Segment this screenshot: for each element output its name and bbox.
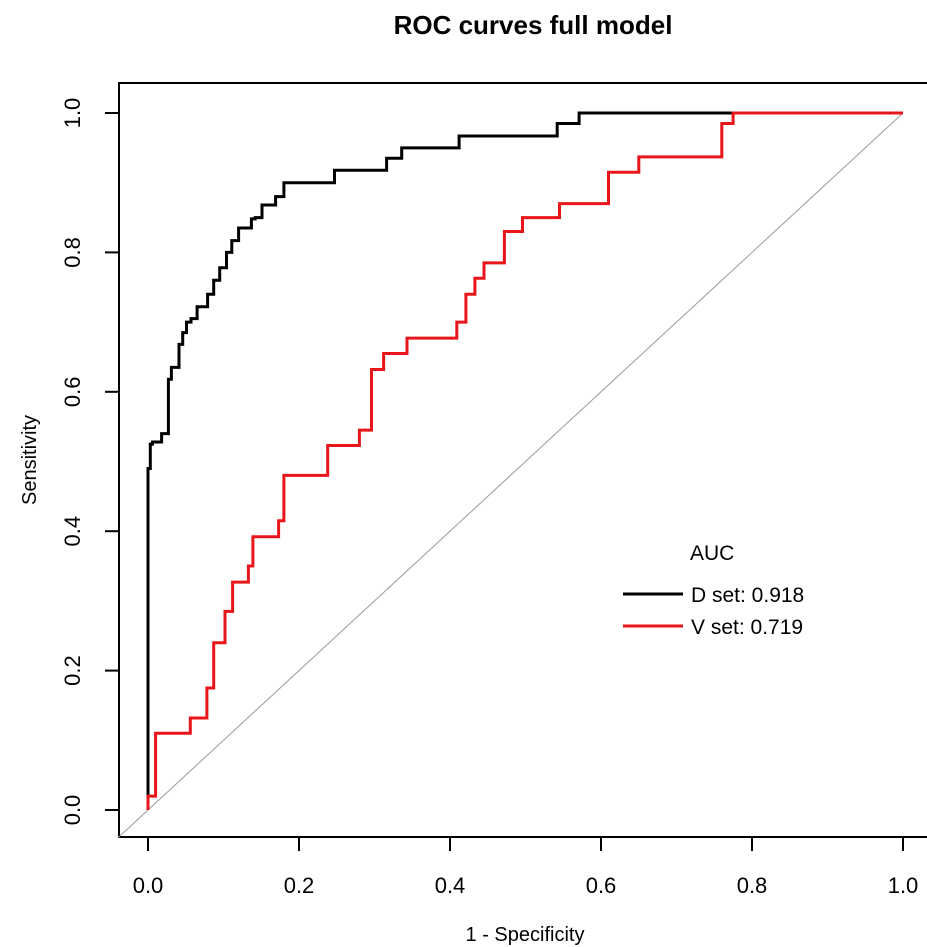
y-axis: 0.0 0.2 0.4 0.6 0.8 1.0 <box>60 98 120 826</box>
y-tick-label: 0.2 <box>60 655 85 686</box>
y-tick-label: 0.8 <box>60 237 85 268</box>
x-tick-label: 0.8 <box>737 873 768 898</box>
x-tick-label: 0.4 <box>435 873 466 898</box>
x-tick-label: 0.2 <box>284 873 315 898</box>
x-tick-label: 0.6 <box>586 873 617 898</box>
series-layer <box>146 111 903 810</box>
legend: AUC D set: 0.918 V set: 0.719 <box>623 542 804 639</box>
legend-title: AUC <box>690 542 734 565</box>
x-tick-label: 0.0 <box>133 873 164 898</box>
y-axis-label: Sensitivity <box>19 415 41 505</box>
y-tick-label: 0.4 <box>60 516 85 547</box>
chart-title: ROC curves full model <box>394 10 673 40</box>
x-axis-label: 1 - Specificity <box>466 924 585 946</box>
reference-diagonal <box>117 112 904 839</box>
legend-label-d-set: D set: 0.918 <box>691 584 804 607</box>
plot-frame <box>118 82 927 838</box>
x-tick-label: 1.0 <box>888 873 919 898</box>
y-tick-label: 1.0 <box>60 98 85 129</box>
series-line-v-set <box>146 111 903 810</box>
series-line-d-set <box>146 111 903 810</box>
x-axis: 0.0 0.2 0.4 0.6 0.8 1.0 <box>133 836 919 898</box>
y-tick-label: 0.0 <box>60 795 85 826</box>
y-tick-label: 0.6 <box>60 377 85 408</box>
legend-label-v-set: V set: 0.719 <box>691 616 803 639</box>
